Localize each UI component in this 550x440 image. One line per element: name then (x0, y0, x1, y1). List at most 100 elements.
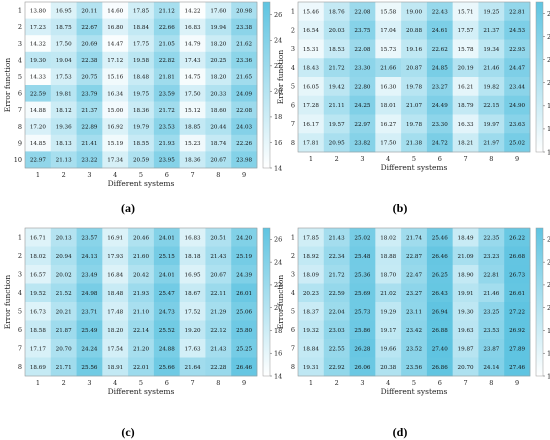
colorbar-tick-label: 18 (547, 327, 550, 335)
heatmap-cell (478, 228, 505, 247)
cell-value-label: 18.75 (56, 25, 72, 31)
cell-value-label: 27.22 (509, 309, 525, 315)
cell-value-label: 15.23 (185, 141, 201, 147)
heatmap-cell (179, 85, 206, 102)
heatmap-cell (128, 357, 155, 377)
y-tick-label: 4 (291, 64, 295, 72)
cell-value-label: 18.84 (303, 346, 319, 352)
cell-value-label: 23.53 (159, 125, 175, 131)
cell-value-label: 19.87 (458, 346, 474, 352)
heatmap-cell (426, 357, 453, 377)
colorbar (535, 227, 544, 377)
x-tick-label: 7 (463, 379, 467, 387)
cell-value-label: 14.79 (185, 42, 201, 48)
x-tick-label: 2 (335, 155, 339, 163)
heatmap-cell (349, 77, 376, 97)
heatmap-cell (179, 246, 206, 266)
heatmap-cell (426, 77, 453, 97)
cell-value-label: 21.71 (56, 365, 72, 371)
heatmap-cell (50, 228, 77, 247)
heatmap-cell (478, 2, 505, 22)
cell-value-label: 21.46 (483, 291, 499, 297)
cell-value-label: 18.60 (210, 108, 226, 114)
heatmap-cell (375, 265, 402, 284)
cell-value-label: 26.25 (432, 272, 448, 278)
cell-value-label: 19.57 (329, 122, 345, 128)
cell-value-label: 19.00 (406, 9, 422, 15)
heatmap-cell (231, 302, 258, 321)
heatmap-cell (128, 302, 155, 321)
cell-value-label: 25.86 (354, 328, 370, 334)
cell-value-label: 18.21 (458, 141, 474, 147)
cell-value-label: 21.81 (159, 75, 175, 81)
heatmap-cell (452, 58, 479, 78)
heatmap-cell (102, 35, 129, 53)
heatmap-cell (375, 302, 402, 321)
cell-value-label: 20.42 (133, 272, 149, 278)
heatmap-cell (401, 283, 428, 303)
heatmap-cell (231, 101, 258, 119)
cell-value-label: 23.53 (483, 328, 499, 334)
heatmap-cell (375, 2, 402, 22)
cell-value-label: 20.51 (210, 235, 226, 241)
cell-value-label: 26.28 (354, 346, 370, 352)
cell-value-label: 15.00 (107, 108, 123, 114)
cell-value-label: 17.43 (185, 58, 201, 64)
cell-value-label: 22.12 (210, 328, 226, 334)
cell-value-label: 21.12 (159, 8, 175, 14)
y-tick-label: 9 (18, 139, 22, 147)
cell-value-label: 25.52 (159, 328, 175, 334)
y-tick-label: 4 (18, 289, 22, 297)
colorbar-tick-label: 18 (274, 327, 282, 335)
heatmap-cell (323, 77, 350, 97)
cell-value-label: 18.74 (210, 141, 226, 147)
heatmap-cell (50, 283, 77, 303)
heatmap-cell (231, 118, 258, 136)
cell-value-label: 19.20 (185, 328, 201, 334)
heatmap-cell (349, 246, 376, 266)
x-tick-label: 5 (412, 155, 416, 163)
cell-value-label: 18.67 (185, 291, 201, 297)
cell-value-label: 15.78 (458, 47, 474, 53)
heatmap-cell (452, 228, 479, 247)
heatmap-cell (50, 85, 77, 102)
cell-value-label: 16.92 (107, 125, 123, 131)
cell-value-label: 21.29 (210, 309, 226, 315)
heatmap-cell (426, 339, 453, 358)
heatmap-cell (231, 283, 258, 303)
cell-value-label: 25.56 (81, 365, 97, 371)
heatmap-cell (153, 246, 180, 266)
heatmap-cell (478, 58, 505, 78)
cell-value-label: 25.15 (159, 254, 175, 260)
heatmap-cell (205, 265, 232, 284)
cell-value-label: 21.72 (329, 272, 345, 278)
heatmap-cell (323, 114, 350, 134)
heatmap-cell (231, 246, 258, 266)
heatmap-cell (349, 357, 376, 377)
cell-value-label: 17.52 (185, 309, 201, 315)
cell-value-label: 21.60 (133, 254, 149, 260)
heatmap-cell (401, 133, 428, 153)
cell-value-label: 19.25 (483, 9, 499, 15)
y-tick-label: 5 (291, 308, 295, 316)
heatmap-cell (375, 77, 402, 97)
x-tick-label: 1 (309, 155, 313, 163)
cell-value-label: 19.31 (303, 365, 319, 371)
cell-value-label: 17.53 (56, 75, 72, 81)
x-tick-label: 4 (113, 379, 117, 387)
heatmap-cell (426, 246, 453, 266)
heatmap-cell (153, 85, 180, 102)
heatmap-cell (375, 320, 402, 340)
colorbar-tick-label: 20 (547, 304, 550, 312)
cell-value-label: 19.52 (30, 291, 46, 297)
cell-value-label: 21.93 (133, 291, 149, 297)
heatmap-cell (50, 101, 77, 119)
heatmap-cell (426, 283, 453, 303)
y-tick-label: 1 (291, 8, 295, 16)
colorbar-tick-label: 26 (274, 11, 282, 19)
heatmap-cell (179, 101, 206, 119)
heatmap-cell (50, 357, 77, 377)
heatmap-cell (102, 265, 129, 284)
x-tick-label: 4 (386, 155, 390, 163)
